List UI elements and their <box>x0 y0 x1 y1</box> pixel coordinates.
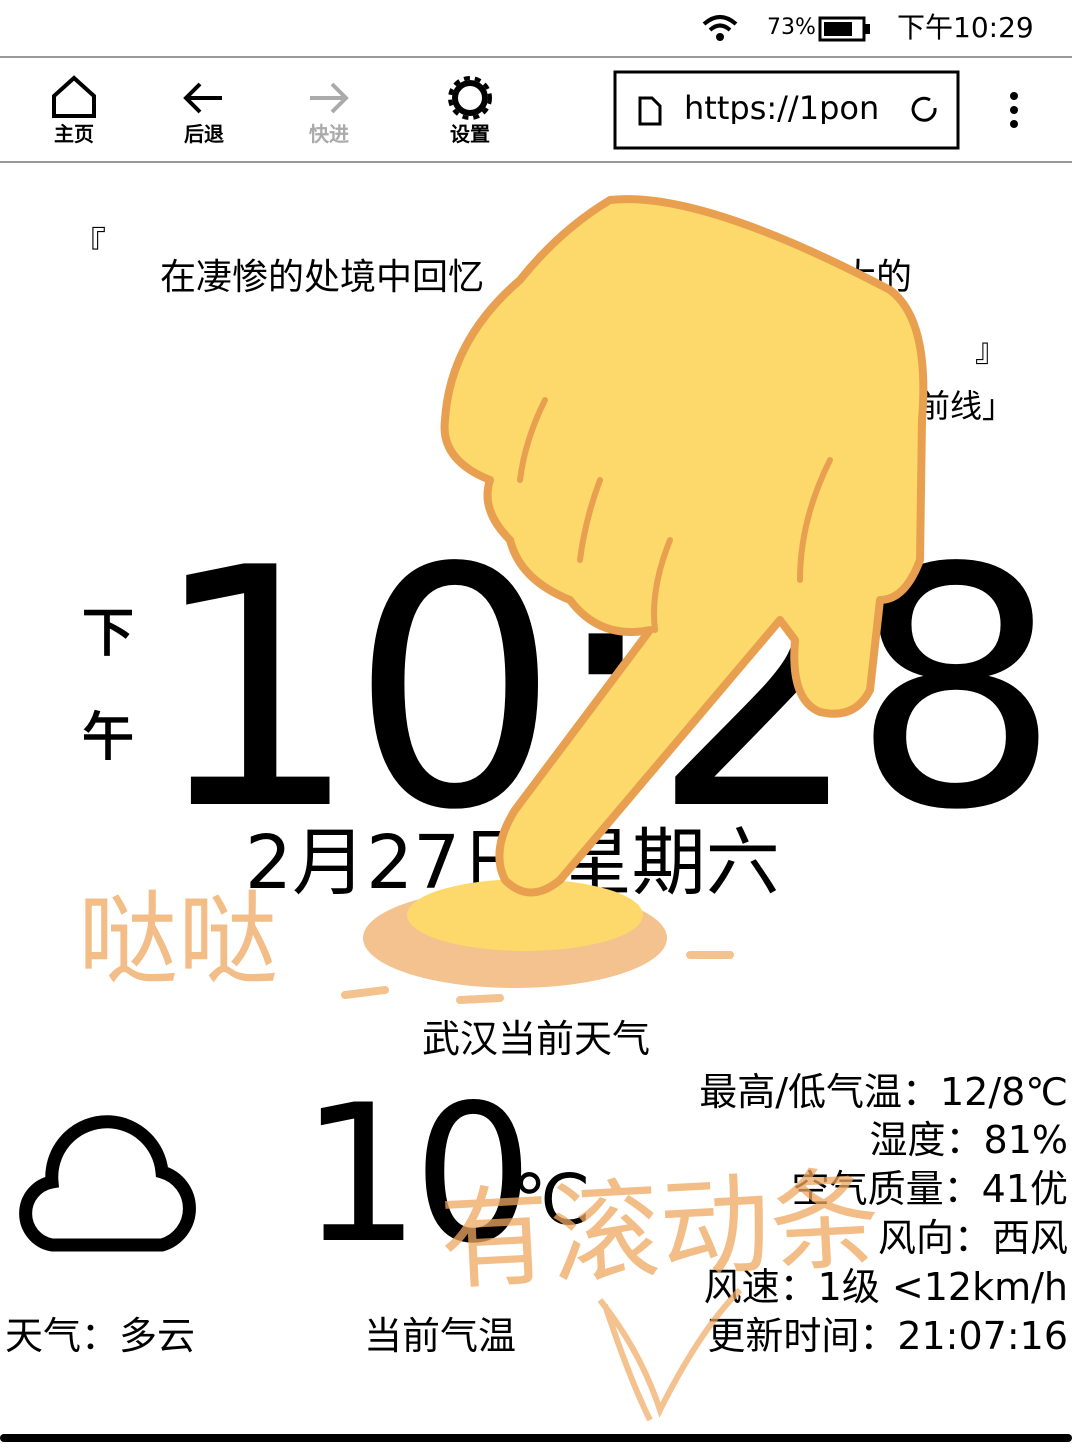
home-button[interactable]: 主页 <box>54 122 94 146</box>
url-field[interactable]: https://1pon <box>684 92 880 124</box>
quote-mark: 『 <box>72 225 106 265</box>
weather-detail: 风速：1级 <12km/h <box>703 1265 1068 1309</box>
scrollbar[interactable] <box>0 1434 1072 1442</box>
quote-source: 前线」 <box>918 387 1015 425</box>
scroll-annotation: 有滚动条 <box>436 1154 884 1306</box>
back-button[interactable]: 后退 <box>184 122 224 146</box>
weather-detail: 最高/低气温：12/8℃ <box>699 1070 1068 1114</box>
temperature-unit: ℃ <box>512 1159 591 1241</box>
clock-status: 下午10:29 <box>897 11 1034 44</box>
quote-mark: 』 <box>975 331 1008 369</box>
divider <box>0 161 1072 163</box>
cloud-icon <box>19 1115 196 1252</box>
weather-condition: 天气：多云 <box>5 1314 196 1358</box>
battery-level: 73% <box>767 15 816 40</box>
toolbar-icons <box>52 70 1018 150</box>
clock-period: 午 <box>82 708 135 768</box>
weather-title: 武汉当前天气 <box>421 1017 651 1061</box>
divider <box>0 56 1072 58</box>
weather-detail: 湿度：81% <box>869 1118 1068 1162</box>
temperature-label: 当前气温 <box>363 1314 517 1358</box>
status-icons <box>702 15 870 42</box>
settings-button[interactable]: 设置 <box>450 122 490 146</box>
tap-annotation: 哒哒 <box>78 881 278 998</box>
weather-detail: 风向：西风 <box>877 1216 1068 1260</box>
clock-period: 下 <box>82 604 135 664</box>
weather-detail: 更新时间：21:07:16 <box>707 1314 1068 1358</box>
forward-button[interactable]: 快进 <box>309 122 349 146</box>
weather-detail: 空气质量：41优 <box>791 1167 1068 1211</box>
current-temperature: 10 <box>300 1064 534 1285</box>
quote-text: 在凄惨的处境中回忆 <box>160 257 485 298</box>
